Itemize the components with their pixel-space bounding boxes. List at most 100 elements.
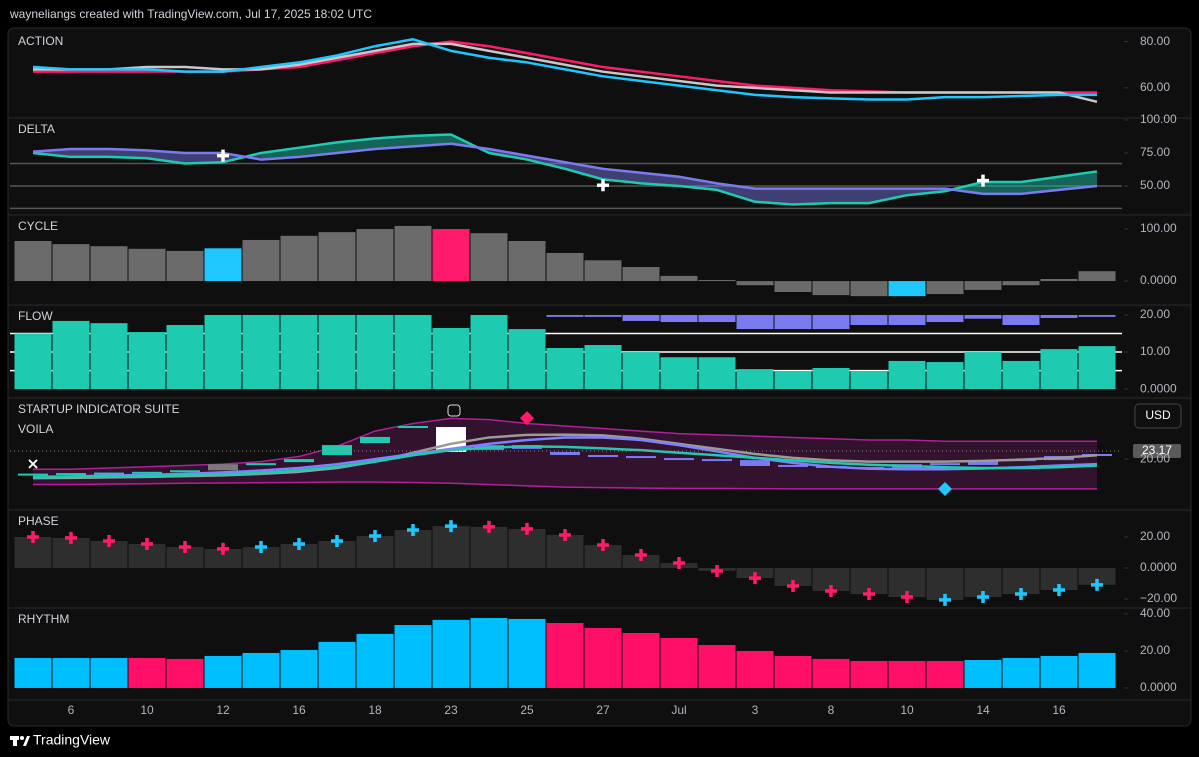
bar [546, 622, 584, 688]
fill-between [71, 149, 109, 157]
candle-body [664, 458, 694, 461]
hanging-bar [812, 315, 850, 330]
x-tick-label: 25 [520, 703, 534, 717]
hanging-bar [698, 315, 736, 323]
bar [166, 250, 204, 282]
signal-cross [217, 149, 229, 162]
signal-cross [977, 174, 989, 187]
last-price-label: 23.17 [1142, 443, 1172, 457]
bar [242, 547, 280, 568]
hanging-bar [736, 315, 774, 330]
bar [812, 281, 850, 296]
bar [52, 657, 90, 688]
y-tick-label: 75.00 [1140, 145, 1170, 159]
x-tick-label: 27 [596, 703, 610, 717]
bar [812, 367, 850, 390]
fill-between [869, 188, 907, 204]
bar [52, 320, 90, 390]
panel-title: ACTION [18, 34, 63, 48]
candle-body [398, 426, 428, 428]
bar [850, 660, 888, 688]
y-tick-label: 20.00 [1140, 451, 1170, 465]
signal-cross [635, 548, 647, 561]
bar [888, 281, 926, 297]
bar [242, 239, 280, 282]
bar [736, 650, 774, 688]
bar [736, 369, 774, 390]
fill-between [147, 150, 185, 164]
bar [1002, 657, 1040, 688]
signal-cross [369, 530, 381, 543]
bar [356, 633, 394, 688]
bar [166, 325, 204, 390]
bar [318, 315, 356, 390]
bar [242, 315, 280, 390]
bar [660, 357, 698, 390]
bar [622, 632, 660, 688]
line [33, 42, 1098, 104]
y-tick-label: 80.00 [1140, 34, 1170, 48]
bar [1078, 567, 1116, 585]
hanging-bar [850, 315, 888, 326]
bar [774, 370, 812, 390]
y-tick-label: 20.00 [1140, 529, 1170, 543]
candle-body [246, 463, 276, 466]
panel-title: STARTUP INDICATOR SUITE [18, 402, 180, 416]
bar [204, 248, 242, 282]
bar [964, 281, 1002, 290]
bar [584, 345, 622, 390]
bar [90, 657, 128, 688]
signal-cross [103, 535, 115, 548]
y-tick-label: 20.00 [1140, 307, 1170, 321]
bar [128, 657, 166, 688]
signal-cross [673, 557, 685, 570]
footer-logo [10, 736, 30, 746]
bar [622, 267, 660, 282]
signal-diamond [520, 411, 534, 426]
bar [14, 333, 52, 390]
bar [736, 281, 774, 286]
hanging-bar [964, 315, 1002, 319]
bar [508, 618, 546, 688]
candle-body [284, 459, 314, 463]
bar [698, 645, 736, 688]
bar [280, 235, 318, 282]
signal-cross [977, 590, 989, 603]
y-tick-label: 40.00 [1140, 606, 1170, 620]
y-tick-label: 60.00 [1140, 80, 1170, 94]
bar [622, 554, 660, 568]
bar [470, 526, 508, 568]
indicator-icon [447, 404, 461, 417]
signal-cross [863, 588, 875, 601]
bar [432, 619, 470, 688]
bar [508, 329, 546, 390]
x-tick-label: 10 [900, 703, 914, 717]
bar [584, 545, 622, 568]
panel-title: PHASE [18, 514, 59, 528]
bar [698, 357, 736, 390]
bar [280, 650, 318, 688]
signal-cross [1091, 578, 1103, 591]
bar [166, 658, 204, 688]
bar [1040, 349, 1078, 390]
candle-body [930, 463, 960, 466]
signal-x [28, 459, 38, 469]
bar [204, 655, 242, 688]
bar [318, 232, 356, 282]
bar [812, 567, 850, 591]
bar [888, 360, 926, 390]
bar [622, 352, 660, 390]
currency-button[interactable] [1134, 403, 1182, 429]
y-tick-label: 0.0000 [1140, 680, 1177, 694]
fill-between [565, 162, 603, 180]
bar [546, 347, 584, 390]
bar [52, 244, 90, 282]
bar [584, 627, 622, 688]
bar [660, 637, 698, 688]
bar [1040, 278, 1078, 282]
x-tick-label: 10 [140, 703, 154, 717]
y-tick-label: 20.00 [1140, 643, 1170, 657]
line [32, 445, 1098, 479]
bar [850, 370, 888, 390]
bar [1040, 655, 1078, 688]
